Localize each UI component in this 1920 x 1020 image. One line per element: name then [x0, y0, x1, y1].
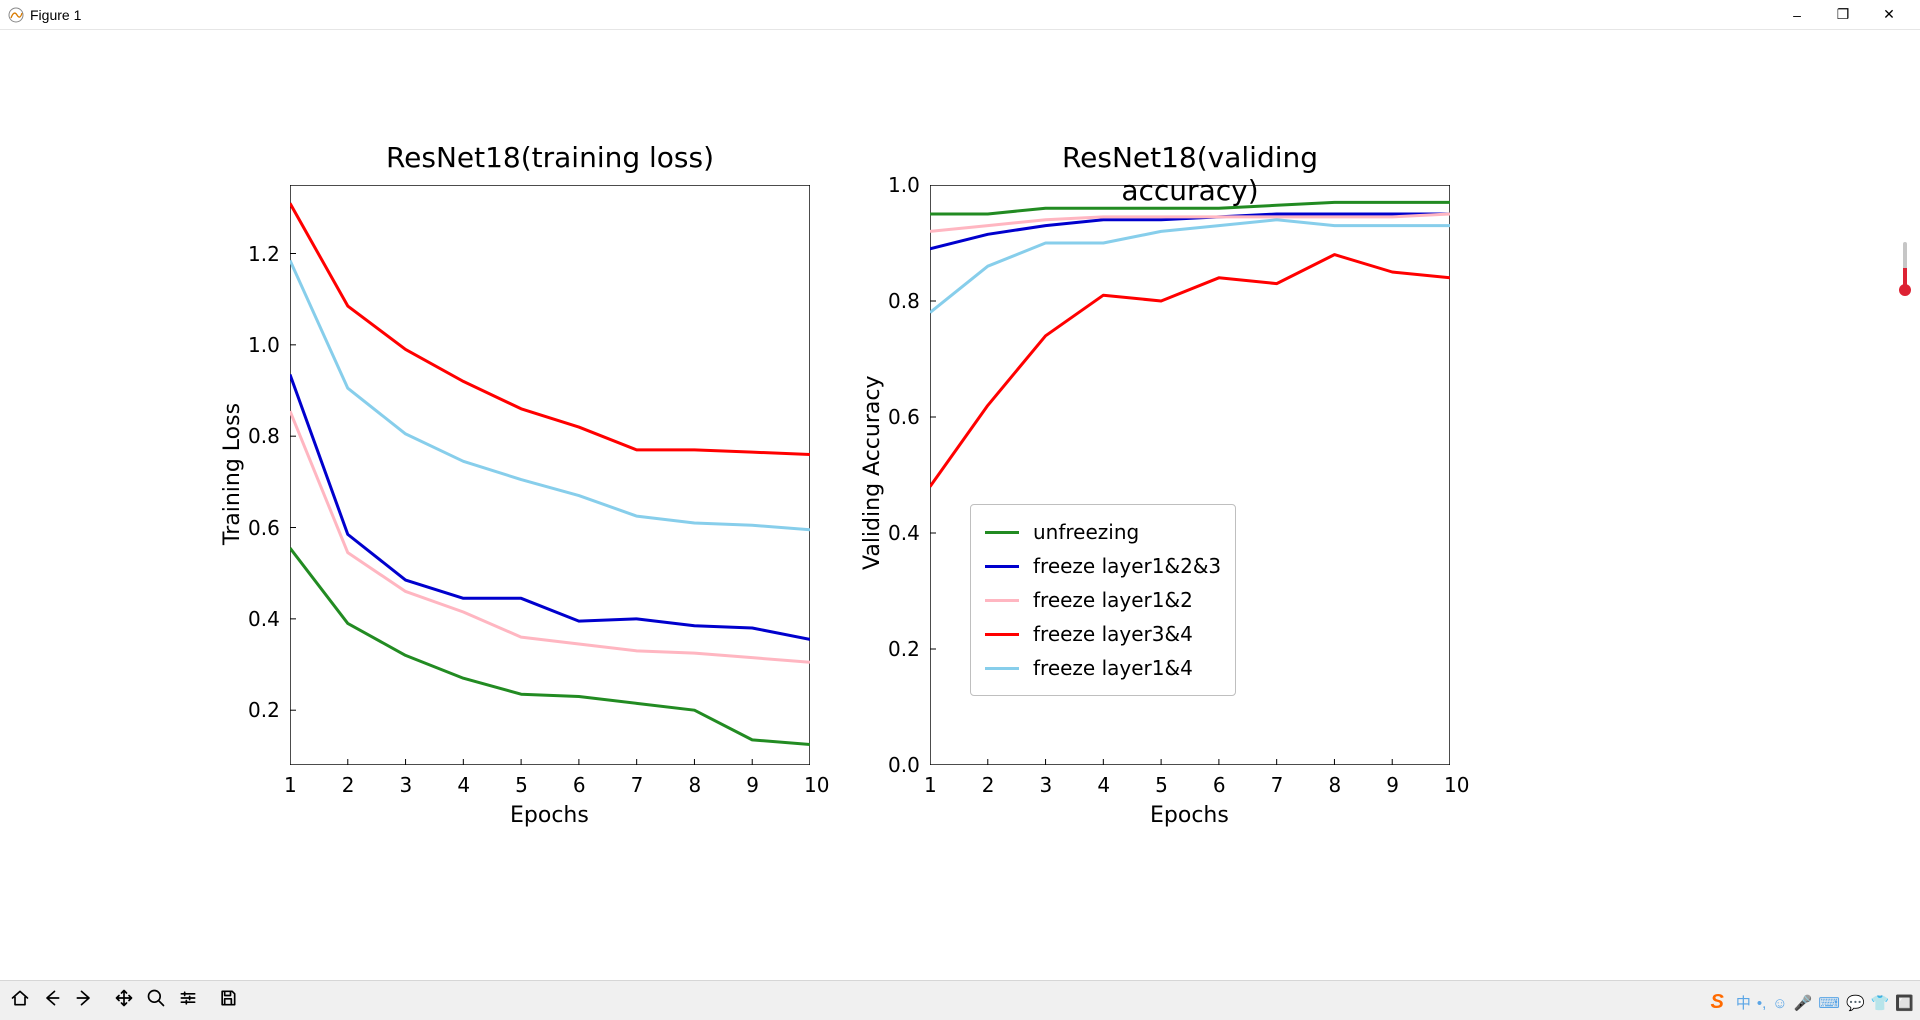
back-button[interactable]: [37, 986, 67, 1016]
save-button[interactable]: [213, 986, 243, 1016]
chart-left-ytick: 0.2: [248, 698, 280, 722]
chart-right-xtick: 6: [1213, 773, 1226, 797]
chart-right-xtick: 3: [1040, 773, 1053, 797]
ime-item[interactable]: 🎤: [1794, 995, 1813, 1012]
ime-item[interactable]: 🔲: [1895, 995, 1914, 1012]
chart-left-ylabel: Training Loss: [220, 403, 245, 545]
chart-left-xlabel: Epochs: [510, 803, 589, 828]
chart-right-ytick: 1.0: [888, 173, 920, 197]
chart-right-xtick: 8: [1328, 773, 1341, 797]
legend: unfreezing freeze layer1&2&3 freeze layer1…: [970, 504, 1236, 696]
chart-right-ytick: 0.6: [888, 405, 920, 429]
window-title: Figure 1: [30, 7, 81, 23]
maximize-glyph: ❐: [1837, 6, 1850, 23]
chart-left-xtick: 6: [573, 773, 586, 797]
forward-button[interactable]: [69, 986, 99, 1016]
legend-item: freeze layer1&2: [985, 583, 1221, 617]
chart-left-xtick: 2: [342, 773, 355, 797]
legend-label: freeze layer1&2: [1033, 588, 1193, 612]
chart-left-xtick: 3: [400, 773, 413, 797]
legend-label: freeze layer3&4: [1033, 622, 1193, 646]
chart-left-xtick: 5: [515, 773, 528, 797]
subplots-button[interactable]: [173, 986, 203, 1016]
legend-item: unfreezing: [985, 515, 1221, 549]
move-icon: [114, 988, 134, 1013]
plot-area: ResNet18(training loss)EpochsTraining Lo…: [100, 70, 1380, 820]
app-icon: [8, 7, 24, 23]
chart-left-xtick: 9: [746, 773, 759, 797]
ime-item[interactable]: ☺: [1772, 995, 1787, 1012]
chart-right-ytick: 0.2: [888, 637, 920, 661]
matplotlib-toolbar: [0, 980, 1920, 1020]
arrow-left-icon: [42, 988, 62, 1013]
legend-item: freeze layer3&4: [985, 617, 1221, 651]
pan-button[interactable]: [109, 986, 139, 1016]
home-icon: [10, 988, 30, 1013]
chart-left-xtick: 10: [804, 773, 829, 797]
maximize-button[interactable]: ❐: [1820, 0, 1866, 30]
ime-item[interactable]: 💬: [1846, 995, 1865, 1012]
chart-right-xtick: 10: [1444, 773, 1469, 797]
chart-right-title: ResNet18(validing accuracy): [990, 141, 1390, 207]
chart-left-xtick: 4: [457, 773, 470, 797]
chart-right-ytick: 0.4: [888, 521, 920, 545]
chart-right-xtick: 9: [1386, 773, 1399, 797]
home-button[interactable]: [5, 986, 35, 1016]
chart-left-title: ResNet18(training loss): [380, 141, 720, 174]
ime-item[interactable]: 中: [1736, 995, 1751, 1012]
ime-item[interactable]: 👕: [1871, 995, 1890, 1012]
legend-swatch: [985, 531, 1019, 534]
chart-right-xlabel: Epochs: [1150, 803, 1229, 828]
ime-item[interactable]: ⌨: [1818, 995, 1840, 1012]
minimize-button[interactable]: –: [1774, 0, 1820, 30]
sliders-icon: [178, 988, 198, 1013]
ime-item[interactable]: •,: [1757, 995, 1766, 1012]
figure-content: ResNet18(training loss) Epochs Training Lo…: [0, 30, 1920, 980]
legend-swatch: [985, 565, 1019, 568]
legend-swatch: [985, 667, 1019, 670]
minimize-glyph: –: [1793, 7, 1801, 23]
thermometer-widget[interactable]: [1898, 240, 1912, 305]
arrow-right-icon: [74, 988, 94, 1013]
legend-swatch: [985, 599, 1019, 602]
chart-right-ytick: 0.0: [888, 753, 920, 777]
chart-left-xtick: 1: [284, 773, 297, 797]
chart-right-xtick: 4: [1097, 773, 1110, 797]
zoom-button[interactable]: [141, 986, 171, 1016]
ime-tray: S 中 •, ☺ 🎤 ⌨ 💬 👕 🔲: [1710, 991, 1914, 1014]
legend-label: unfreezing: [1033, 520, 1139, 544]
legend-label: freeze layer1&2&3: [1033, 554, 1221, 578]
chart-right-xtick: 1: [924, 773, 937, 797]
legend-item: freeze layer1&2&3: [985, 549, 1221, 583]
chart-right-xtick: 5: [1155, 773, 1168, 797]
close-button[interactable]: ✕: [1866, 0, 1912, 30]
legend-label: freeze layer1&4: [1033, 656, 1193, 680]
chart-left-ytick: 0.8: [248, 424, 280, 448]
chart-left-ytick: 1.0: [248, 333, 280, 357]
chart-right-ytick: 0.8: [888, 289, 920, 313]
chart-right-xtick: 7: [1271, 773, 1284, 797]
chart-left-xtick: 7: [631, 773, 644, 797]
close-glyph: ✕: [1883, 6, 1895, 23]
save-icon: [218, 988, 238, 1013]
chart-left-ytick: 0.4: [248, 607, 280, 631]
chart-left-ytick: 0.6: [248, 516, 280, 540]
legend-swatch: [985, 633, 1019, 636]
ime-logo-icon[interactable]: S: [1710, 991, 1723, 1014]
legend-item: freeze layer1&4: [985, 651, 1221, 685]
titlebar: Figure 1 – ❐ ✕: [0, 0, 1920, 30]
magnify-icon: [146, 988, 166, 1013]
chart-right-ylabel: Validing Accuracy: [860, 376, 885, 570]
chart-left-ytick: 1.2: [248, 242, 280, 266]
chart-left-xtick: 8: [688, 773, 701, 797]
chart-svg: [290, 185, 810, 765]
chart-right-xtick: 2: [982, 773, 995, 797]
